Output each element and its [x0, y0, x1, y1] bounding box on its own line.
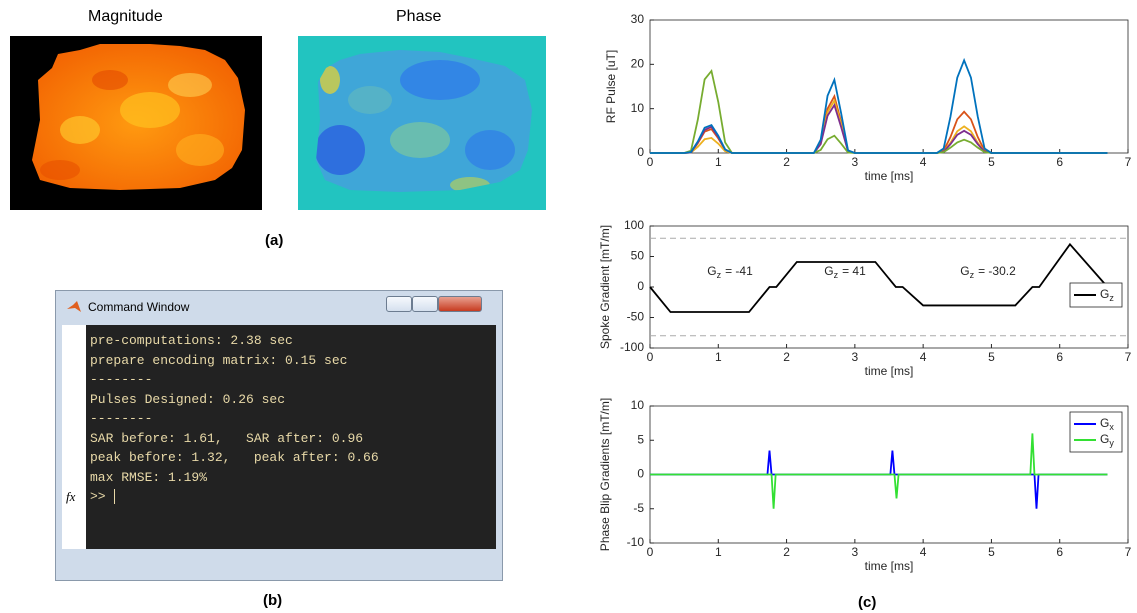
y-tick-label: -5 — [633, 501, 644, 515]
console-line: -------- — [90, 370, 379, 390]
annotation-base: G — [824, 264, 833, 278]
y-tick-label: 10 — [631, 101, 645, 115]
x-tick-label: 7 — [1125, 155, 1132, 169]
annotation: Gz= -30.2 — [960, 264, 1016, 280]
x-tick-label: 0 — [647, 350, 654, 364]
panel-label: (c) — [858, 594, 876, 611]
legend-sub: y — [1109, 438, 1114, 448]
x-tick-label: 5 — [988, 350, 995, 364]
x-tick-label: 1 — [715, 155, 722, 169]
panel-label: (a) — [265, 232, 283, 249]
annotation-text: = -30.2 — [978, 264, 1016, 278]
x-tick-label: 5 — [988, 155, 995, 169]
x-tick-label: 5 — [988, 545, 995, 559]
images — [0, 0, 560, 225]
x-tick-label: 4 — [920, 545, 927, 559]
console-line: pre-computations: 2.38 sec — [90, 331, 379, 351]
command-window: Command Window fx pre-computations: 2.38… — [55, 290, 503, 581]
minimize-button[interactable] — [386, 296, 412, 312]
x-tick-label: 2 — [783, 350, 790, 364]
y-axis-label: RF Pulse [uT] — [604, 50, 618, 123]
y-tick-label: 20 — [631, 57, 645, 71]
console-line: peak before: 1.32, peak after: 0.66 — [90, 448, 379, 468]
console-line: SAR before: 1.61, SAR after: 0.96 — [90, 429, 379, 449]
y-tick-label: -10 — [627, 535, 645, 549]
console-line: max RMSE: 1.19% — [90, 468, 379, 488]
x-tick-label: 6 — [1056, 545, 1063, 559]
x-tick-label: 7 — [1125, 545, 1132, 559]
annotation-text: = 41 — [842, 264, 866, 278]
prompt-line: >> — [90, 487, 379, 507]
annotation-sub: z — [717, 270, 722, 280]
maximize-button[interactable] — [412, 296, 438, 312]
annotation-sub: z — [970, 270, 975, 280]
y-tick-label: -100 — [620, 340, 644, 354]
close-button[interactable] — [438, 296, 482, 312]
annotation-text: = -41 — [725, 264, 753, 278]
fx-icon[interactable]: fx — [66, 489, 75, 505]
y-tick-label: 0 — [637, 467, 644, 481]
plot-area — [650, 20, 1128, 153]
x-tick-label: 3 — [852, 350, 859, 364]
plot-area — [650, 226, 1128, 348]
legend-name: G — [1100, 287, 1109, 301]
annotation-sub: z — [834, 270, 839, 280]
x-axis-label: time [ms] — [865, 169, 914, 183]
x-tick-label: 1 — [715, 545, 722, 559]
legend-name: G — [1100, 432, 1109, 446]
legend-box — [1070, 412, 1122, 452]
y-axis-label: Phase Blip Gradients [mT/m] — [598, 398, 612, 551]
y-tick-label: 0 — [637, 145, 644, 159]
x-tick-label: 1 — [715, 350, 722, 364]
x-tick-label: 4 — [920, 350, 927, 364]
y-tick-label: 100 — [624, 218, 644, 232]
x-tick-label: 0 — [647, 545, 654, 559]
x-tick-label: 2 — [783, 545, 790, 559]
window-title: Command Window — [88, 300, 189, 314]
y-tick-label: -50 — [627, 310, 645, 324]
x-axis-label: time [ms] — [865, 364, 914, 378]
y-tick-label: 10 — [631, 398, 645, 412]
annotation: Gz= -41 — [707, 264, 753, 280]
x-tick-label: 3 — [852, 545, 859, 559]
y-tick-label: 30 — [631, 12, 645, 26]
x-tick-label: 3 — [852, 155, 859, 169]
legend-sub: x — [1109, 422, 1114, 432]
console-line: prepare encoding matrix: 0.15 sec — [90, 351, 379, 371]
x-tick-label: 6 — [1056, 350, 1063, 364]
console-line: -------- — [90, 409, 379, 429]
gutter: fx — [62, 325, 86, 549]
annotation-base: G — [707, 264, 716, 278]
matlab-icon — [66, 300, 82, 314]
x-tick-label: 6 — [1056, 155, 1063, 169]
legend-name: G — [1100, 416, 1109, 430]
legend-sub: z — [1109, 293, 1114, 303]
figure: Magnitude Phase (a) — [0, 0, 1137, 613]
y-tick-label: 5 — [637, 432, 644, 446]
x-axis-label: time [ms] — [865, 559, 914, 573]
x-tick-label: 2 — [783, 155, 790, 169]
annotation: Gz= 41 — [824, 264, 866, 280]
x-tick-label: 4 — [920, 155, 927, 169]
x-tick-label: 7 — [1125, 350, 1132, 364]
console-line: Pulses Designed: 0.26 sec — [90, 390, 379, 410]
panel-label: (b) — [263, 592, 282, 609]
y-axis-label: Spoke Gradient [mT/m] — [598, 225, 612, 349]
prompt: >> — [90, 489, 106, 504]
y-tick-label: 0 — [637, 279, 644, 293]
x-tick-label: 0 — [647, 155, 654, 169]
annotation-base: G — [960, 264, 969, 278]
y-tick-label: 50 — [631, 249, 645, 263]
cursor[interactable] — [114, 489, 115, 504]
